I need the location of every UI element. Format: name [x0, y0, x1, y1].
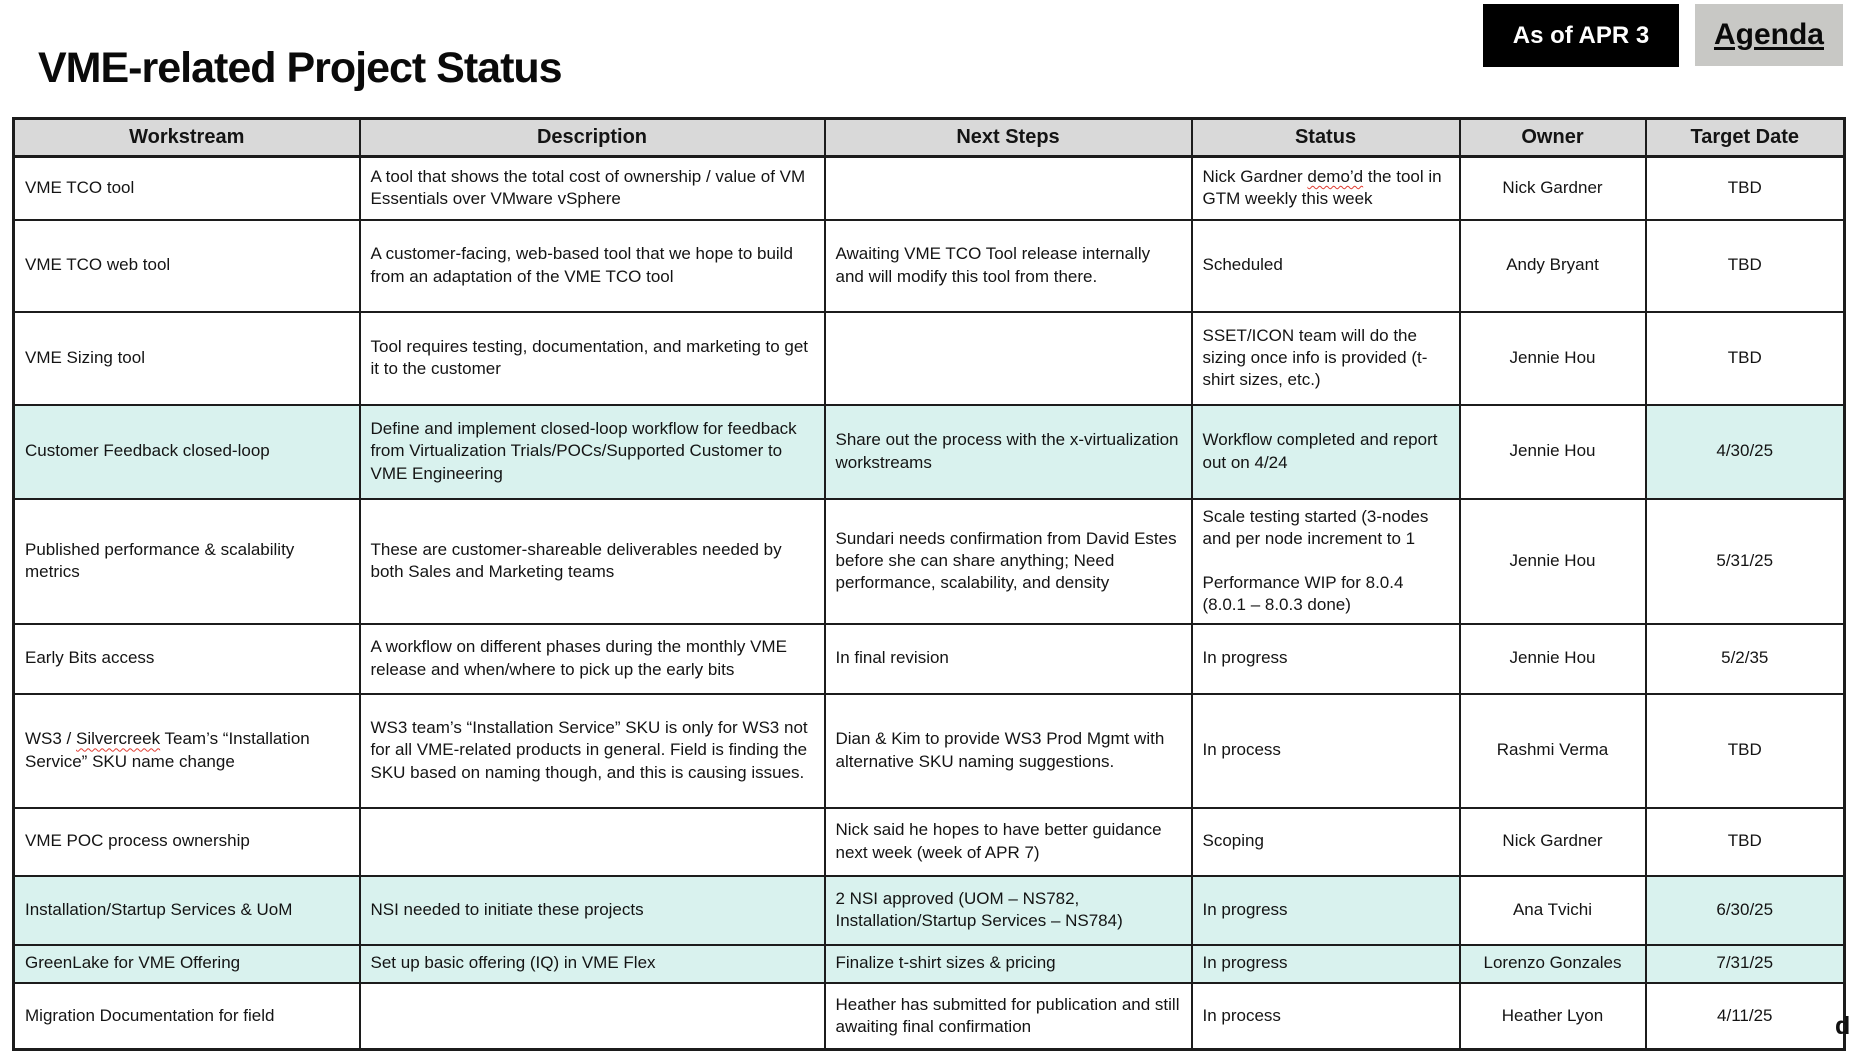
cell-workstream: Published performance & scalability metr… — [12, 497, 361, 625]
cell-description: These are customer-shareable deliverable… — [358, 497, 826, 625]
cell-owner: Lorenzo Gonzales — [1458, 943, 1647, 984]
project-status-table: Workstream Description Next Steps Status… — [12, 117, 1846, 1051]
cell-status: In progress — [1190, 622, 1461, 695]
table-row: VME TCO web tool A customer-facing, web-… — [12, 218, 1846, 313]
cell-description: A tool that shows the total cost of owne… — [358, 155, 826, 221]
cell-owner: Jennie Hou — [1458, 622, 1647, 695]
cell-description: WS3 team’s “Installation Service” SKU is… — [358, 692, 826, 809]
cell-owner: Ana Tvichi — [1458, 874, 1647, 946]
cell-next-steps: Sundari needs confirmation from David Es… — [823, 497, 1193, 625]
table-row: Installation/Startup Services & UoM NSI … — [12, 874, 1846, 946]
cell-owner: Jennie Hou — [1458, 497, 1647, 625]
cell-description: A workflow on different phases during th… — [358, 622, 826, 695]
cell-next-steps: 2 NSI approved (UOM – NS782, Installatio… — [823, 874, 1193, 946]
cell-owner: Jennie Hou — [1458, 403, 1647, 500]
cell-next-steps: Awaiting VME TCO Tool release internally… — [823, 218, 1193, 313]
table-row: VME Sizing tool Tool requires testing, d… — [12, 310, 1846, 406]
cell-status: SSET/ICON team will do the sizing once i… — [1190, 310, 1461, 406]
cell-target-date: 7/31/25 — [1644, 943, 1846, 984]
cell-owner: Nick Gardner — [1458, 806, 1647, 877]
as-of-date-badge: As of APR 3 — [1483, 4, 1679, 67]
cell-status: Scheduled — [1190, 218, 1461, 313]
cell-description: Set up basic offering (IQ) in VME Flex — [358, 943, 826, 984]
cell-workstream: GreenLake for VME Offering — [12, 943, 361, 984]
table-row: GreenLake for VME Offering Set up basic … — [12, 943, 1846, 984]
cell-status: In progress — [1190, 874, 1461, 946]
table-row: Customer Feedback closed-loop Define and… — [12, 403, 1846, 500]
table-header-row: Workstream Description Next Steps Status… — [12, 117, 1846, 158]
cell-status: In process — [1190, 981, 1461, 1051]
cell-next-steps: In final revision — [823, 622, 1193, 695]
column-header-target-date: Target Date — [1644, 117, 1846, 158]
cell-target-date: TBD — [1644, 692, 1846, 809]
cell-workstream: Migration Documentation for field — [12, 981, 361, 1051]
table-row: Published performance & scalability metr… — [12, 497, 1846, 625]
cell-description — [358, 981, 826, 1051]
cell-next-steps: Heather has submitted for publication an… — [823, 981, 1193, 1051]
cell-workstream: Early Bits access — [12, 622, 361, 695]
cell-owner: Nick Gardner — [1458, 155, 1647, 221]
cell-workstream: Installation/Startup Services & UoM — [12, 874, 361, 946]
agenda-link-button[interactable]: Agenda — [1695, 4, 1843, 66]
cell-status: In progress — [1190, 943, 1461, 984]
overflow-text-artifact: d — [1835, 1012, 1849, 1040]
table-row: VME POC process ownership Nick said he h… — [12, 806, 1846, 877]
cell-target-date: TBD — [1644, 155, 1846, 221]
cell-owner: Rashmi Verma — [1458, 692, 1647, 809]
table-row: WS3 / Silvercreek Team’s “Installation S… — [12, 692, 1846, 809]
table-row: VME TCO tool A tool that shows the total… — [12, 155, 1846, 221]
cell-workstream: Customer Feedback closed-loop — [12, 403, 361, 500]
cell-next-steps: Finalize t-shirt sizes & pricing — [823, 943, 1193, 984]
cell-target-date: TBD — [1644, 310, 1846, 406]
cell-description: A customer-facing, web-based tool that w… — [358, 218, 826, 313]
cell-description — [358, 806, 826, 877]
cell-next-steps — [823, 310, 1193, 406]
column-header-workstream: Workstream — [12, 117, 361, 158]
cell-target-date: 5/2/35 — [1644, 622, 1846, 695]
column-header-description: Description — [358, 117, 826, 158]
cell-status: In process — [1190, 692, 1461, 809]
cell-workstream: VME POC process ownership — [12, 806, 361, 877]
cell-target-date: 4/11/25 — [1644, 981, 1846, 1051]
cell-description: Tool requires testing, documentation, an… — [358, 310, 826, 406]
cell-description: NSI needed to initiate these projects — [358, 874, 826, 946]
cell-target-date: TBD — [1644, 218, 1846, 313]
column-header-owner: Owner — [1458, 117, 1647, 158]
cell-target-date: TBD — [1644, 806, 1846, 877]
cell-next-steps: Dian & Kim to provide WS3 Prod Mgmt with… — [823, 692, 1193, 809]
table-row: Migration Documentation for field Heathe… — [12, 981, 1846, 1051]
column-header-status: Status — [1190, 117, 1461, 158]
cell-workstream: VME TCO tool — [12, 155, 361, 221]
page-title: VME-related Project Status — [38, 44, 563, 92]
cell-target-date: 4/30/25 — [1644, 403, 1846, 500]
cell-description: Define and implement closed-loop workflo… — [358, 403, 826, 500]
cell-owner: Heather Lyon — [1458, 981, 1647, 1051]
cell-target-date: 6/30/25 — [1644, 874, 1846, 946]
cell-target-date: 5/31/25 — [1644, 497, 1846, 625]
cell-status: Workflow completed and report out on 4/2… — [1190, 403, 1461, 500]
cell-next-steps: Share out the process with the x-virtual… — [823, 403, 1193, 500]
cell-status: Scale testing started (3-nodes and per n… — [1190, 497, 1461, 625]
cell-workstream: VME TCO web tool — [12, 218, 361, 313]
column-header-next-steps: Next Steps — [823, 117, 1193, 158]
cell-status: Nick Gardner demo’d the tool in GTM week… — [1190, 155, 1461, 221]
table-row: Early Bits access A workflow on differen… — [12, 622, 1846, 695]
cell-next-steps: Nick said he hopes to have better guidan… — [823, 806, 1193, 877]
cell-next-steps — [823, 155, 1193, 221]
cell-owner: Jennie Hou — [1458, 310, 1647, 406]
cell-status: Scoping — [1190, 806, 1461, 877]
cell-owner: Andy Bryant — [1458, 218, 1647, 313]
cell-workstream: VME Sizing tool — [12, 310, 361, 406]
cell-workstream: WS3 / Silvercreek Team’s “Installation S… — [12, 692, 361, 809]
